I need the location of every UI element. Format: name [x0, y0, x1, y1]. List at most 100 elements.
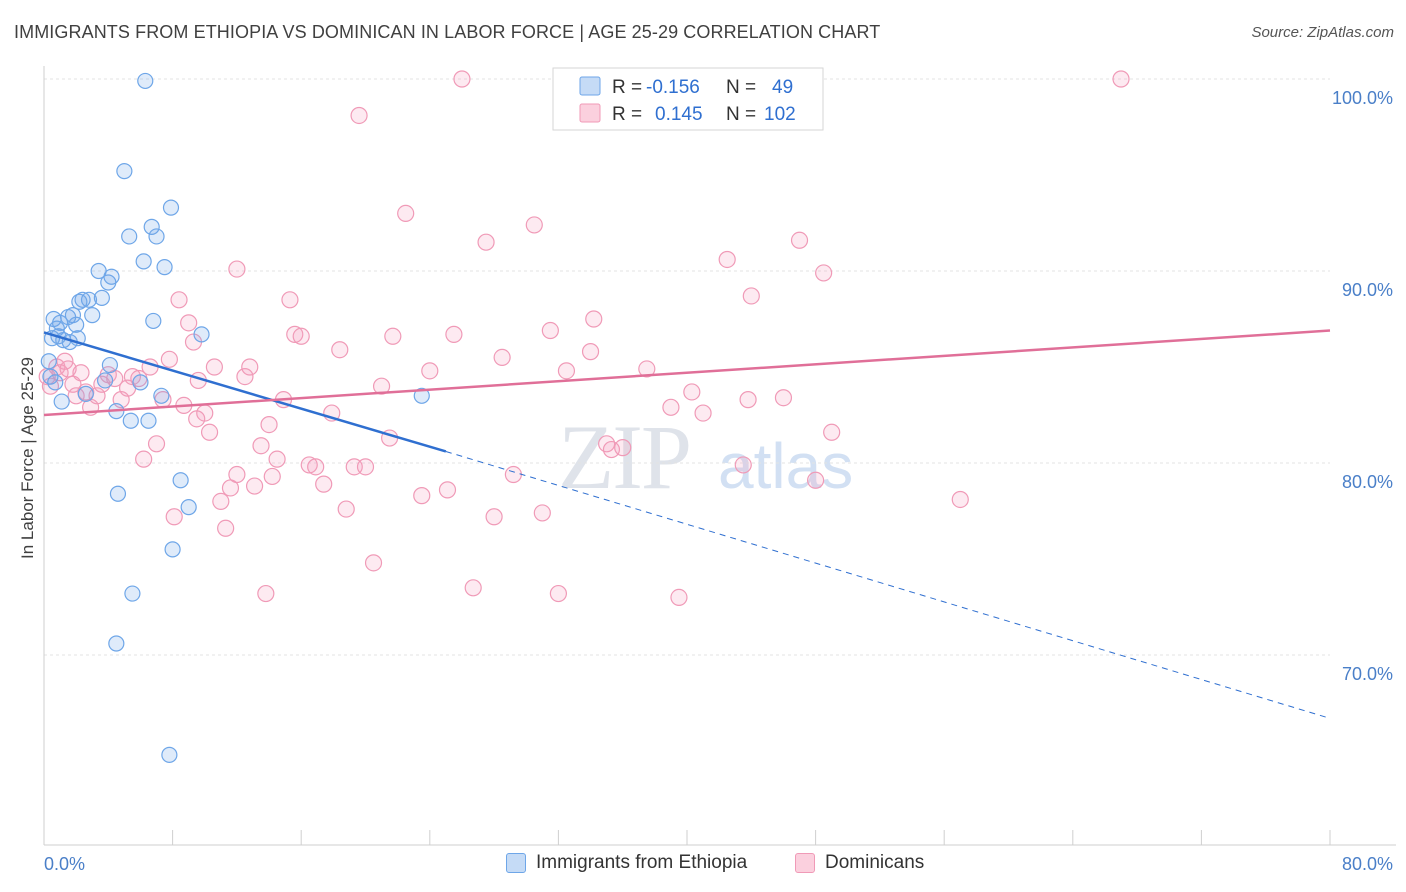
legend-label-ethiopia: Immigrants from Ethiopia	[536, 852, 748, 873]
legend-r-label-1: R =	[612, 77, 642, 98]
dominican-point	[147, 435, 166, 453]
dominican-point	[557, 362, 576, 380]
dominican-point	[286, 325, 304, 343]
dominican-point	[638, 360, 656, 378]
dominican-point	[541, 321, 559, 340]
ethiopia-point	[84, 307, 101, 324]
dominican-point	[662, 398, 680, 416]
ethiopia-point	[156, 259, 173, 276]
ethiopia-legend-swatch	[506, 853, 526, 873]
dominican-point	[72, 364, 90, 382]
dominican-point	[337, 500, 355, 518]
dominican-point	[245, 477, 264, 495]
dominican-point	[228, 260, 246, 278]
dominican-point	[742, 287, 760, 305]
ethiopia-point	[101, 356, 119, 374]
dominican-point	[670, 588, 688, 607]
dominican-point	[217, 519, 235, 537]
dominican-point	[170, 291, 188, 309]
dominican-point	[438, 481, 457, 499]
dominican-point	[413, 487, 431, 505]
dominican-point	[421, 362, 439, 380]
gridlines	[44, 78, 1330, 656]
legend-label-dominicans: Dominicans	[825, 852, 925, 873]
dominican-point	[734, 456, 752, 474]
dominican-point	[525, 216, 543, 234]
trend-lines	[43, 329, 1331, 719]
dominican-point	[331, 341, 349, 359]
chart-source: Source: ZipAtlas.com	[1251, 24, 1394, 41]
ethiopia-point	[93, 289, 110, 306]
x-tick-label: 80.0%	[1342, 854, 1393, 874]
x-tick-label: 0.0%	[44, 854, 85, 874]
dominican-point	[160, 350, 178, 368]
y-tick-label: 80.0%	[1342, 472, 1393, 492]
axes	[43, 66, 1396, 846]
dominican-swatch	[579, 103, 601, 123]
dominican-point	[815, 264, 833, 282]
ethiopia-point	[109, 485, 127, 502]
legend-n-label-1: N =	[726, 77, 756, 98]
y-axis-title: In Labor Force | Age 25-29	[18, 357, 37, 559]
legend-r-label-2: R =	[612, 104, 642, 125]
legend-item-dominicans: Dominicans	[795, 852, 924, 874]
dominican-point	[1112, 70, 1130, 88]
legend-item-ethiopia: Immigrants from Ethiopia	[506, 852, 747, 874]
dominican-point	[356, 458, 375, 476]
ethiopia-point	[140, 412, 157, 429]
dominican-point	[212, 492, 230, 510]
dominican-point	[188, 410, 206, 428]
ethiopia-point	[172, 472, 189, 489]
ethiopia-point	[153, 387, 170, 404]
dominican-point	[257, 584, 275, 603]
dominican-trend-line	[43, 329, 1331, 417]
dominican-point	[683, 383, 701, 401]
dominican-point	[205, 358, 223, 376]
ethiopia-point	[80, 291, 98, 308]
ethiopia-point	[96, 372, 114, 389]
ethiopia-point	[40, 353, 57, 370]
dominican-point	[59, 360, 77, 378]
dominican-point	[504, 465, 522, 484]
ethiopia-point	[180, 499, 197, 516]
dominican-point	[123, 368, 142, 386]
dominican-point	[533, 504, 551, 522]
ethiopia-point	[161, 746, 178, 763]
dominican-point	[694, 404, 712, 422]
dominican-point	[951, 490, 969, 509]
ethiopia-points	[40, 72, 430, 763]
ethiopia-point	[122, 412, 139, 429]
dominican-point	[292, 327, 310, 345]
dominican-point	[364, 554, 383, 572]
dominican-point	[477, 233, 495, 251]
correlation-legend: R = -0.156 N = 49 R = 0.145 N = 102	[552, 67, 824, 131]
dominican-point	[739, 391, 757, 409]
dominican-point	[67, 387, 85, 405]
ethiopia-point	[116, 163, 133, 180]
ethiopia-point	[103, 268, 120, 285]
dominican-point	[236, 368, 254, 386]
x-tick-labels: 0.0% 80.0%	[44, 854, 1393, 874]
dominican-point	[300, 456, 318, 474]
ethiopia-point	[64, 307, 82, 324]
dominican-point	[806, 471, 825, 489]
ethiopia-point	[135, 253, 152, 270]
ethiopia-swatch	[579, 76, 601, 96]
legend-r-value-1: -0.156	[646, 77, 700, 98]
ethiopia-point	[413, 387, 430, 404]
dominican-point	[260, 416, 278, 434]
legend-n-value-2: 102	[764, 104, 796, 125]
dominican-points	[38, 70, 1130, 607]
dominican-point	[200, 423, 219, 441]
ethiopia-point	[53, 393, 70, 410]
dominican-point	[263, 467, 281, 486]
dominican-point	[549, 584, 568, 603]
dominican-point	[581, 343, 600, 361]
ethiopia-point	[77, 385, 94, 402]
ethiopia-point	[47, 374, 64, 391]
ethiopia-point	[143, 218, 160, 235]
ethiopia-point	[108, 635, 125, 652]
dominican-point	[165, 508, 183, 526]
legend-n-label-2: N =	[726, 104, 756, 125]
